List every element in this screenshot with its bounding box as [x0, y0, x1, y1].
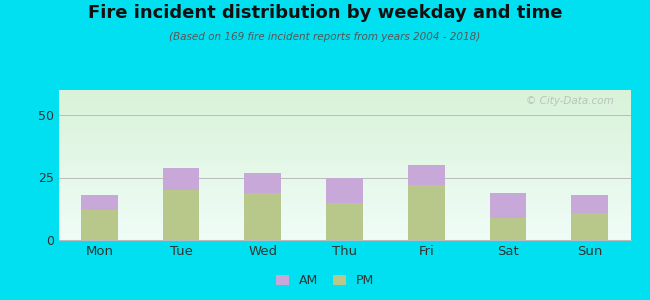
- Bar: [408, 165, 445, 185]
- Bar: [81, 210, 118, 240]
- Bar: [162, 167, 200, 190]
- Bar: [326, 178, 363, 203]
- Text: (Based on 169 fire incident reports from years 2004 - 2018): (Based on 169 fire incident reports from…: [170, 32, 480, 41]
- Text: Fire incident distribution by weekday and time: Fire incident distribution by weekday an…: [88, 4, 562, 22]
- Bar: [244, 172, 281, 193]
- Bar: [326, 202, 363, 240]
- Bar: [408, 185, 445, 240]
- Bar: [489, 193, 526, 217]
- Bar: [244, 193, 281, 240]
- Bar: [489, 218, 526, 240]
- Text: © City-Data.com: © City-Data.com: [526, 96, 614, 106]
- Legend: AM, PM: AM, PM: [272, 270, 378, 291]
- Bar: [81, 195, 118, 210]
- Bar: [571, 212, 608, 240]
- Bar: [162, 190, 200, 240]
- Bar: [571, 195, 608, 212]
